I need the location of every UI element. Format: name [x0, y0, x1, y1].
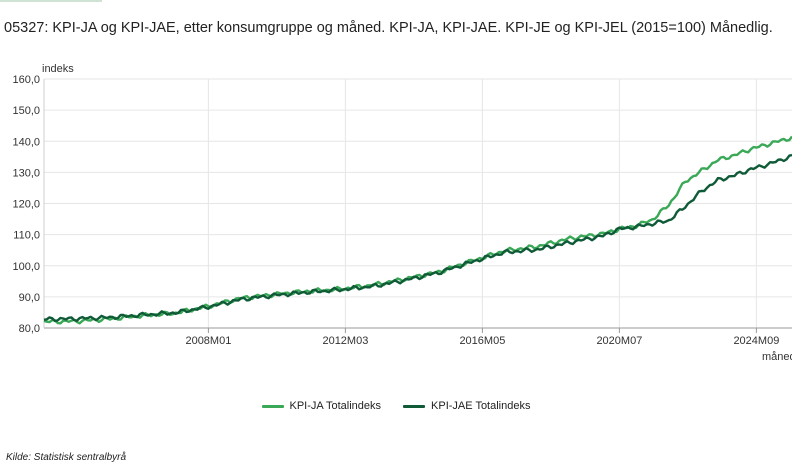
- series-line-kpi-jae: [43, 153, 792, 323]
- y-tick-label: 160,0: [12, 74, 40, 86]
- legend-label-kpi-ja: KPI-JA Totalindeks: [289, 400, 382, 412]
- legend-item-kpi-jae[interactable]: KPI-JAE Totalindeks: [403, 400, 530, 412]
- line-chart: 80,0 90,0 100,0 110,0 120,0 130,0 140,0 150,0 16…: [12, 63, 792, 363]
- x-axis-title: måned: [762, 351, 792, 363]
- source-note: Kilde: Statistisk sentralbyrå: [6, 452, 127, 463]
- y-tick-label: 120,0: [12, 199, 40, 211]
- y-tick-label: 80,0: [19, 323, 40, 335]
- grid-lines: [43, 78, 792, 333]
- top-accent-bar: [0, 0, 102, 2]
- x-tick-label: 2024M09: [733, 335, 779, 347]
- y-tick-label: 140,0: [12, 136, 40, 148]
- y-tick-label: 110,0: [13, 230, 40, 242]
- x-tick-label: 2008M01: [185, 335, 231, 347]
- x-tick-label: 2016M05: [459, 335, 505, 347]
- y-tick-label: 130,0: [12, 167, 40, 179]
- x-tick-label: 2012M03: [322, 335, 368, 347]
- x-tick-labels: 2008M01 2012M03 2016M05 2020M07 2024M09: [185, 335, 779, 347]
- y-tick-labels: 80,0 90,0 100,0 110,0 120,0 130,0 140,0 150,0 16…: [12, 74, 40, 335]
- chart-title: 05327: KPI-JA og KPI-JAE, etter konsumgr…: [4, 20, 773, 36]
- series-lines: [43, 135, 792, 325]
- legend: KPI-JA Totalindeks KPI-JAE Totalindeks: [0, 400, 792, 412]
- legend-label-kpi-jae: KPI-JAE Totalindeks: [431, 400, 531, 412]
- legend-swatch-kpi-jae: [403, 404, 426, 408]
- y-tick-label: 100,0: [12, 261, 40, 273]
- y-tick-label: 150,0: [12, 105, 40, 117]
- x-tick-label: 2020M07: [596, 335, 642, 347]
- series-line-kpi-ja: [43, 135, 792, 325]
- y-axis-title: indeks: [42, 63, 74, 75]
- legend-item-kpi-ja[interactable]: KPI-JA Totalindeks: [261, 400, 382, 412]
- y-tick-label: 90,0: [19, 292, 40, 304]
- legend-swatch-kpi-ja: [261, 404, 284, 408]
